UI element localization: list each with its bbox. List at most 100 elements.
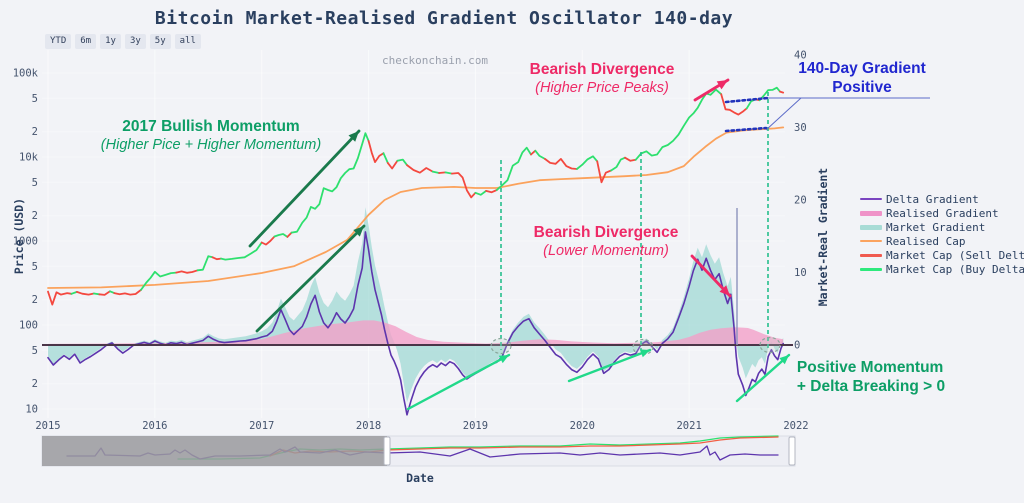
market-cap-buy-line	[70, 291, 78, 295]
market-cap-buy-line	[534, 149, 546, 160]
legend-item[interactable]: Realised Cap	[860, 234, 1024, 248]
legend-swatch	[860, 267, 882, 271]
legend-item[interactable]: Market Cap (Buy Delta)	[860, 262, 1024, 276]
price-axis-tick-label: 5	[32, 177, 38, 189]
gradient-axis-tick-label: 10	[794, 267, 807, 279]
gradient-axis-tick-label: 0	[794, 340, 800, 352]
market-cap-buy-line	[634, 88, 723, 161]
market-cap-buy-line	[273, 233, 289, 238]
gradient-axis-tick-label: 30	[794, 122, 807, 134]
market-cap-buy-line	[290, 132, 370, 234]
legend-label: Realised Cap	[886, 234, 966, 248]
legend-label: Delta Gradient	[886, 192, 979, 206]
range-button-1y[interactable]: 1y	[100, 34, 121, 49]
market-cap-sell-line	[779, 90, 785, 94]
market-cap-sell-line	[485, 189, 498, 194]
momentum-arrow	[406, 353, 511, 411]
legend-item[interactable]: Delta Gradient	[860, 192, 1024, 206]
range-button-3y[interactable]: 3y	[124, 34, 146, 49]
market-cap-buy-line	[382, 152, 389, 164]
bullish-arrow	[255, 224, 366, 333]
legend-item[interactable]: Realised Gradient	[860, 206, 1024, 220]
bullish-arrow-head	[348, 131, 359, 142]
legend-item[interactable]: Market Cap (Sell Delta)	[860, 248, 1024, 262]
market-cap-sell-line	[451, 172, 477, 199]
zero-cross-circle	[490, 337, 512, 355]
bullish-arrow-head	[353, 226, 364, 237]
date-axis-tick-label: 2015	[35, 420, 60, 432]
market-cap-buy-line	[196, 255, 214, 272]
market-cap-buy-line	[610, 156, 626, 172]
market-cap-buy-line	[93, 292, 101, 296]
price-axis-tick-label: 5	[32, 261, 38, 273]
watermark: checkonchain.com	[382, 54, 488, 67]
market-cap-sell-line	[175, 269, 199, 274]
momentum-arrow-head	[498, 355, 509, 364]
market-cap-sell-line	[211, 256, 222, 261]
annotation-bearish-divergence-top: Bearish Divergence (Higher Price Peaks)	[529, 61, 675, 97]
range-button-all[interactable]: all	[174, 34, 201, 49]
legend: Delta Gradient Realised Gradient Market Gr…	[860, 192, 1024, 276]
price-axis-tick-label: 5	[32, 93, 38, 105]
price-axis-tick-label: 10	[25, 404, 38, 416]
date-axis-tick-label: 2021	[676, 420, 701, 432]
range-button-ytd[interactable]: YTD	[45, 34, 72, 49]
divergence-dotted-line	[724, 126, 768, 133]
market-cap-sell-line	[76, 291, 95, 296]
annotation-positive-momentum: Positive Momentum + Delta Breaking > 0	[796, 359, 946, 396]
legend-label: Market Cap (Buy Delta)	[886, 262, 1024, 276]
delta-gradient-line	[47, 231, 784, 416]
annotation-2017-bullish-momentum: 2017 Bullish Momentum (Higher Pice + Hig…	[100, 118, 322, 154]
x-axis-title: Date	[406, 471, 434, 485]
date-axis-tick-label: 2020	[570, 420, 595, 432]
annotation-bearish-divergence-mid: Bearish Divergence (Lower Momentum)	[533, 224, 679, 260]
legend-swatch	[860, 210, 882, 216]
legend-label: Market Gradient	[886, 220, 986, 234]
range-selector-toolbar: YTD 6m 1y 3y 5y all	[45, 34, 201, 49]
date-axis-tick-label: 2018	[356, 420, 381, 432]
market-cap-sell-line	[367, 140, 385, 163]
market-cap-sell-line	[286, 231, 293, 238]
momentum-arrow	[567, 348, 652, 383]
momentum-arrow-head	[779, 355, 789, 365]
market-cap-buy-line	[431, 170, 440, 174]
rangeslider-handle[interactable]	[788, 436, 796, 466]
market-cap-sell-line	[596, 160, 612, 184]
market-cap-buy-line	[396, 158, 408, 166]
range-button-5y[interactable]: 5y	[149, 34, 171, 49]
market-cap-buy-line	[140, 270, 178, 291]
price-axis-tick-label: 5	[32, 345, 38, 357]
market-cap-sell-line	[260, 235, 276, 246]
market-cap-sell-line	[624, 156, 637, 162]
market-cap-buy-line	[576, 155, 599, 170]
range-button-6m[interactable]: 6m	[75, 34, 97, 49]
date-axis-tick-label: 2022	[783, 420, 808, 432]
legend-swatch	[860, 240, 882, 242]
market-cap-buy-line	[474, 190, 487, 196]
price-axis-tick-label: 2	[32, 378, 38, 390]
price-axis-tick-label: 2	[32, 294, 38, 306]
price-axis-tick-label: 1000	[13, 236, 38, 248]
y-axis-title-gradient: Market-Real Gradient	[816, 167, 830, 307]
zero-cross-circle	[759, 336, 781, 354]
legend-swatch	[860, 253, 882, 257]
rangeslider-handle[interactable]	[383, 436, 391, 466]
momentum-arrow	[735, 353, 791, 403]
market-cap-sell-line	[530, 149, 537, 156]
date-axis-tick-label: 2017	[249, 420, 274, 432]
price-axis-tick-label: 100k	[13, 68, 39, 80]
gradient-axis-tick-label: 40	[794, 50, 807, 62]
bearish-arrow-head	[716, 80, 728, 90]
momentum-arrow-head	[639, 349, 650, 358]
market-cap-sell-line	[113, 289, 142, 296]
price-axis-tick-label: 10k	[19, 152, 39, 164]
gradient-positive-line	[765, 97, 802, 131]
market-cap-sell-line	[386, 159, 399, 170]
legend-item[interactable]: Market Gradient	[860, 220, 1024, 234]
y-axis-title-price: Price (USD)	[12, 197, 26, 275]
market-cap-buy-line	[495, 146, 532, 191]
market-cap-sell-line	[98, 290, 111, 296]
market-cap-sell-line	[544, 158, 578, 170]
legend-label: Market Cap (Sell Delta)	[886, 248, 1024, 262]
